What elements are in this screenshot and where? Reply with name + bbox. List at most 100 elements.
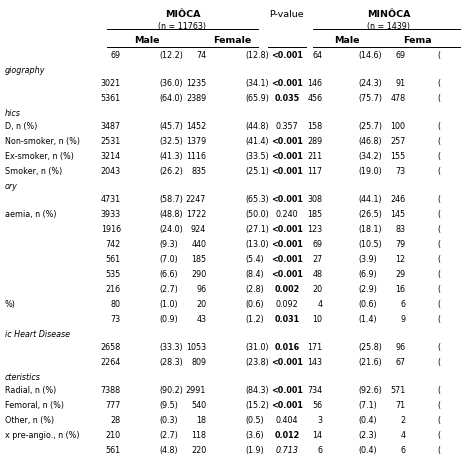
Text: 561: 561 [106, 255, 121, 264]
Text: (: ( [437, 167, 440, 176]
Text: <0.001: <0.001 [271, 137, 303, 146]
Text: (3.6): (3.6) [245, 431, 264, 440]
Text: 1722: 1722 [186, 210, 206, 219]
Text: 2389: 2389 [186, 94, 206, 103]
Text: (0.3): (0.3) [160, 416, 178, 425]
Text: (19.0): (19.0) [359, 167, 383, 176]
Text: (15.2): (15.2) [245, 401, 269, 410]
Text: (9.3): (9.3) [160, 240, 179, 249]
Text: 7388: 7388 [101, 386, 121, 395]
Text: Male: Male [335, 36, 360, 45]
Text: 2043: 2043 [101, 167, 121, 176]
Text: 1379: 1379 [186, 137, 206, 146]
Text: 20: 20 [312, 285, 322, 294]
Text: ic Heart Disease: ic Heart Disease [5, 330, 70, 338]
Text: (7.1): (7.1) [359, 401, 378, 410]
Text: (: ( [437, 122, 440, 131]
Text: (14.6): (14.6) [359, 51, 383, 60]
Text: (2.7): (2.7) [160, 431, 179, 440]
Text: (64.0): (64.0) [160, 94, 183, 103]
Text: 535: 535 [106, 270, 121, 279]
Text: 2: 2 [400, 416, 405, 425]
Text: 6: 6 [317, 446, 322, 455]
Text: 809: 809 [191, 358, 206, 367]
Text: (25.8): (25.8) [359, 343, 383, 352]
Text: 91: 91 [395, 79, 405, 88]
Text: 4731: 4731 [101, 195, 121, 204]
Text: 540: 540 [191, 401, 206, 410]
Text: 123: 123 [307, 225, 322, 234]
Text: (3.9): (3.9) [359, 255, 378, 264]
Text: <0.001: <0.001 [271, 225, 303, 234]
Text: 14: 14 [312, 431, 322, 440]
Text: 73: 73 [111, 315, 121, 324]
Text: (: ( [437, 446, 440, 455]
Text: 246: 246 [390, 195, 405, 204]
Text: (31.0): (31.0) [245, 343, 269, 352]
Text: 0.240: 0.240 [275, 210, 298, 219]
Text: 0.002: 0.002 [274, 285, 300, 294]
Text: 742: 742 [106, 240, 121, 249]
Text: (36.0): (36.0) [160, 79, 183, 88]
Text: 143: 143 [307, 358, 322, 367]
Text: 100: 100 [390, 122, 405, 131]
Text: (5.4): (5.4) [245, 255, 264, 264]
Text: (27.1): (27.1) [245, 225, 269, 234]
Text: (0.4): (0.4) [359, 446, 377, 455]
Text: Ex-smoker, n (%): Ex-smoker, n (%) [5, 152, 73, 161]
Text: 1452: 1452 [186, 122, 206, 131]
Text: (2.8): (2.8) [245, 285, 264, 294]
Text: (1.9): (1.9) [245, 446, 264, 455]
Text: 48: 48 [312, 270, 322, 279]
Text: (34.2): (34.2) [359, 152, 383, 161]
Text: (84.3): (84.3) [245, 386, 269, 395]
Text: 73: 73 [395, 167, 405, 176]
Text: 10: 10 [312, 315, 322, 324]
Text: 4: 4 [317, 300, 322, 309]
Text: (75.7): (75.7) [359, 94, 383, 103]
Text: <0.001: <0.001 [271, 386, 303, 395]
Text: ory: ory [5, 182, 18, 191]
Text: %): %) [5, 300, 16, 309]
Text: 67: 67 [395, 358, 405, 367]
Text: 3214: 3214 [101, 152, 121, 161]
Text: 3933: 3933 [101, 210, 121, 219]
Text: 2264: 2264 [100, 358, 121, 367]
Text: 43: 43 [196, 315, 206, 324]
Text: (13.0): (13.0) [245, 240, 269, 249]
Text: 456: 456 [307, 94, 322, 103]
Text: 777: 777 [106, 401, 121, 410]
Text: 210: 210 [106, 431, 121, 440]
Text: 16: 16 [395, 285, 405, 294]
Text: 83: 83 [395, 225, 405, 234]
Text: giography: giography [5, 66, 45, 75]
Text: (32.5): (32.5) [160, 137, 183, 146]
Text: 5361: 5361 [101, 94, 121, 103]
Text: 0.016: 0.016 [274, 343, 300, 352]
Text: 289: 289 [307, 137, 322, 146]
Text: (65.9): (65.9) [245, 94, 269, 103]
Text: Smoker, n (%): Smoker, n (%) [5, 167, 62, 176]
Text: 2247: 2247 [186, 195, 206, 204]
Text: (44.8): (44.8) [245, 122, 269, 131]
Text: 158: 158 [307, 122, 322, 131]
Text: <0.001: <0.001 [271, 195, 303, 204]
Text: Female: Female [213, 36, 251, 45]
Text: 18: 18 [196, 416, 206, 425]
Text: (25.1): (25.1) [245, 167, 269, 176]
Text: 96: 96 [395, 343, 405, 352]
Text: 1116: 1116 [186, 152, 206, 161]
Text: (2.3): (2.3) [359, 431, 378, 440]
Text: (9.5): (9.5) [160, 401, 179, 410]
Text: 571: 571 [390, 386, 405, 395]
Text: (: ( [437, 255, 440, 264]
Text: 3: 3 [317, 416, 322, 425]
Text: 308: 308 [307, 195, 322, 204]
Text: (41.3): (41.3) [160, 152, 183, 161]
Text: (4.8): (4.8) [160, 446, 178, 455]
Text: 257: 257 [390, 137, 405, 146]
Text: aemia, n (%): aemia, n (%) [5, 210, 56, 219]
Text: <0.001: <0.001 [271, 358, 303, 367]
Text: 478: 478 [390, 94, 405, 103]
Text: Other, n (%): Other, n (%) [5, 416, 54, 425]
